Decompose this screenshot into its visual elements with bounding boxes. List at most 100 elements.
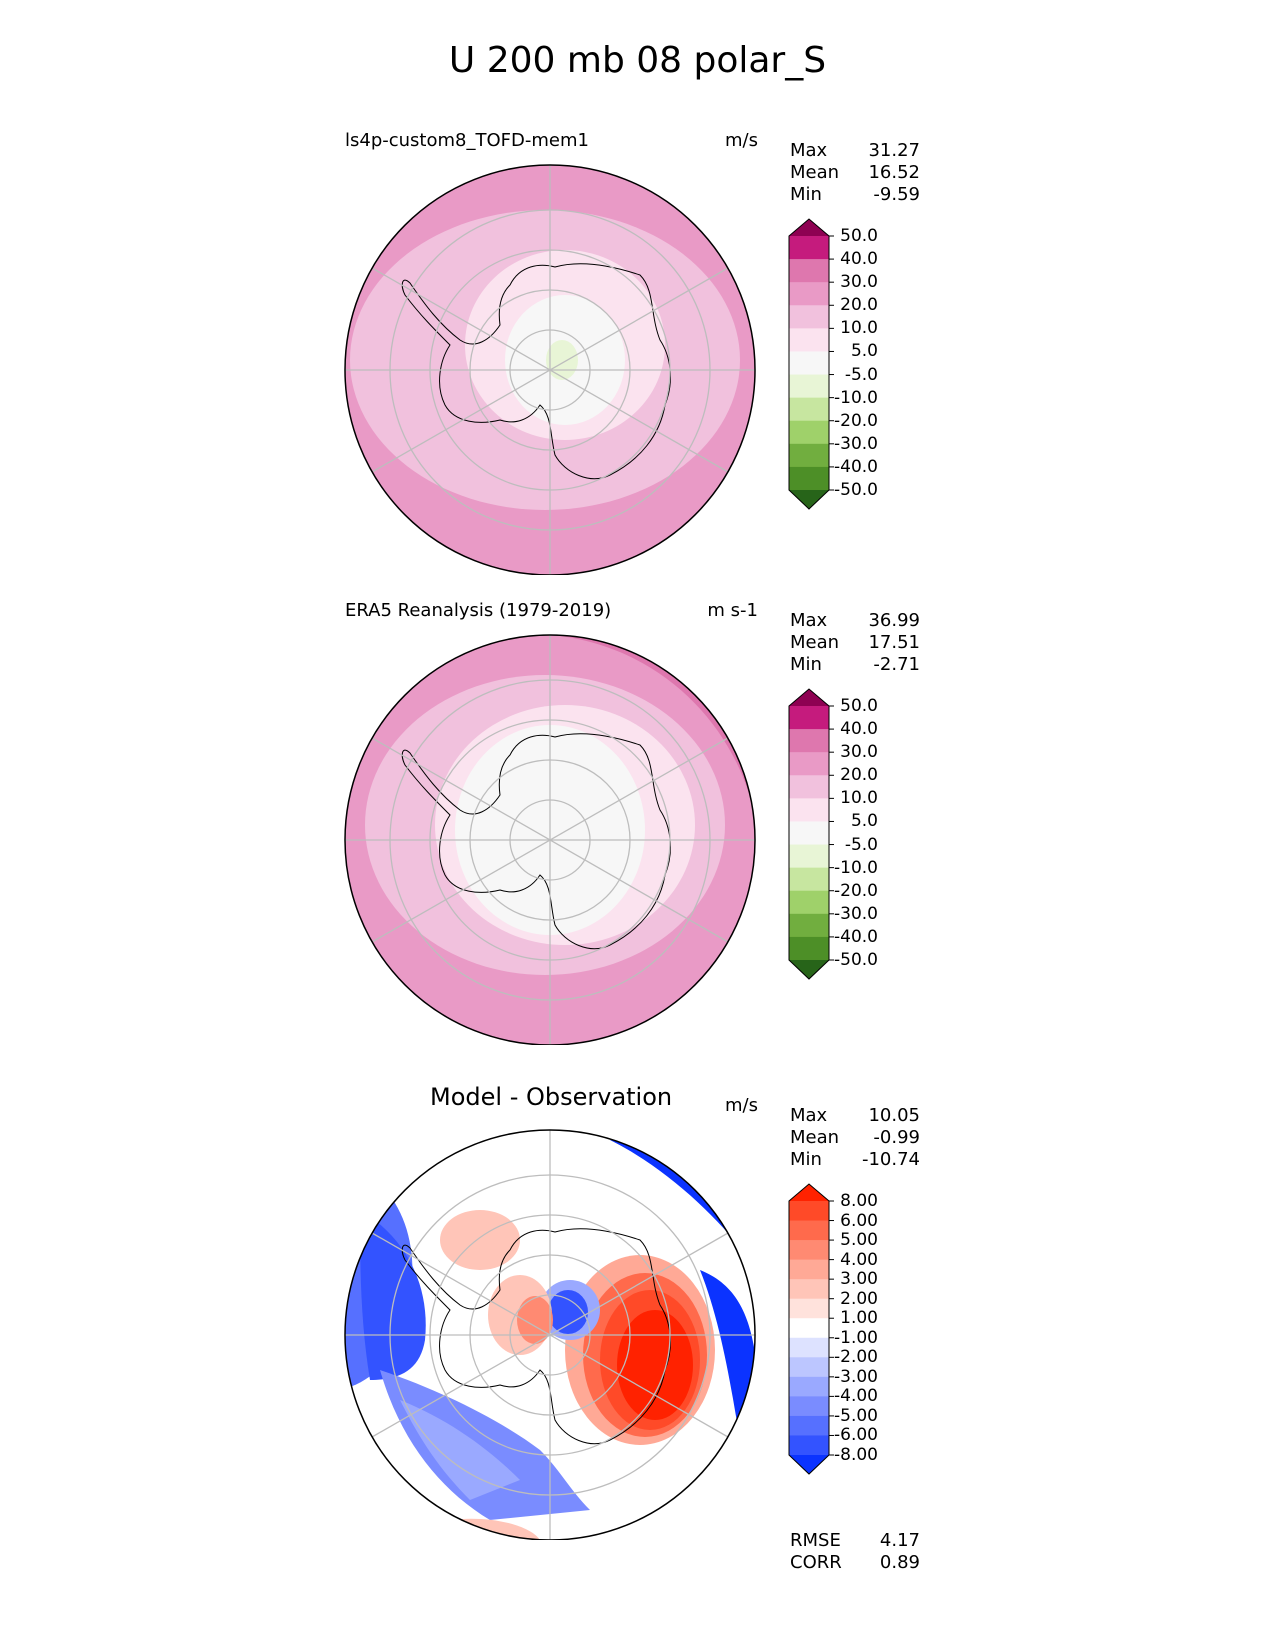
- colorbar-tick-label: -10.0: [834, 857, 878, 878]
- colorbar-tick-label: 20.0: [840, 765, 878, 786]
- colorbar-extend-bottom: [789, 1455, 829, 1474]
- panel-difference: Model - Observation m/s Max 10.05 Mean -0.…: [0, 1083, 1275, 1585]
- panel-observation: ERA5 Reanalysis (1979-2019) m s-1 Max 36.…: [0, 600, 1275, 1090]
- colorbar-segment: [789, 1259, 829, 1280]
- graticule: [345, 1130, 755, 1540]
- colorbar-tick-label: -5.0: [844, 364, 878, 385]
- colorbar-tick-label: -8.00: [834, 1445, 878, 1465]
- colorbar-segment: [789, 466, 829, 491]
- stat-label: CORR: [790, 1552, 842, 1573]
- panel-units: m/s: [725, 130, 758, 151]
- colorbar-segment: [789, 1415, 829, 1436]
- colorbar-tick-label: 5.00: [840, 1230, 878, 1251]
- colorbar: 50.0 40.0 30.0 20.0 10.0 5.0 -5.0 -10.0 -20.0 -30…: [788, 218, 888, 518]
- colorbar-segment: [789, 282, 829, 306]
- field-band-neg10-neg5: [546, 340, 578, 380]
- colorbar-tick-label: -40.0: [834, 926, 878, 947]
- colorbar-tick-label: 5.0: [850, 341, 878, 362]
- stats-box: Max 31.27 Mean 16.52 Min -9.59: [790, 140, 920, 206]
- panel-units: m/s: [725, 1095, 758, 1116]
- colorbar-segment: [789, 420, 829, 445]
- stat-value: 16.52: [868, 162, 920, 183]
- colorbar-segment: [789, 1357, 829, 1378]
- colorbar-tick-label: 20.0: [840, 295, 878, 316]
- map-boundary: [344, 634, 756, 1045]
- stat-label: Mean: [790, 162, 840, 183]
- field-neg-south: [380, 1370, 590, 1520]
- stats-box: Max 10.05 Mean -0.99 Min -10.74: [790, 1105, 920, 1171]
- colorbar-segment: [789, 936, 829, 961]
- stat-label: Min: [790, 184, 822, 205]
- colorbar-segment: [789, 374, 829, 399]
- colorbar-tick-label: 6.00: [840, 1210, 878, 1231]
- colorbar-tick-label: 50.0: [840, 696, 878, 716]
- colorbar-tick-label: 3.00: [840, 1269, 878, 1290]
- colorbar-segment: [789, 1318, 829, 1339]
- colorbar-tick-label: -6.00: [834, 1425, 878, 1446]
- colorbar-tick-label: 30.0: [840, 272, 878, 293]
- colorbar-tick-label: 8.00: [840, 1191, 878, 1211]
- stat-label: Max: [790, 1105, 828, 1126]
- colorbar-tick-label: 30.0: [840, 742, 878, 763]
- stat-value: 31.27: [868, 140, 920, 161]
- colorbar-tick-label: -20.0: [834, 410, 878, 431]
- stat-label: Max: [790, 610, 828, 631]
- colorbar-segment: [789, 397, 829, 422]
- colorbar-svg: [788, 688, 834, 980]
- colorbar-segment: [789, 236, 829, 260]
- antarctica-coastline: [401, 1228, 671, 1445]
- colorbar-tick-label: 4.00: [840, 1249, 878, 1270]
- colorbar: 50.0 40.0 30.0 20.0 10.0 5.0 -5.0 -10.0 -20.0 -30…: [788, 688, 888, 988]
- colorbar-tick-label: -40.0: [834, 456, 878, 477]
- colorbar-segment: [789, 1240, 829, 1261]
- polar-map: [344, 164, 756, 575]
- stat-value: -9.59: [873, 184, 920, 205]
- colorbar-tick-label: -5.0: [844, 834, 878, 855]
- colorbar-extend-top: [789, 219, 829, 236]
- colorbar-tick-label: -4.00: [834, 1386, 878, 1407]
- summary-stats: RMSE 4.17 CORR 0.89: [790, 1530, 920, 1574]
- colorbar-segment: [789, 1279, 829, 1300]
- colorbar-tick-label: -3.00: [834, 1366, 878, 1387]
- map-boundary: [344, 164, 756, 575]
- stat-value: 0.89: [879, 1552, 920, 1573]
- colorbar-tick-label: 40.0: [840, 719, 878, 740]
- stat-label: Min: [790, 1149, 822, 1170]
- colorbar-segment: [789, 775, 829, 799]
- colorbar-segment: [789, 259, 829, 283]
- antarctica-coastline: [401, 733, 671, 950]
- colorbar-segment: [789, 867, 829, 892]
- colorbar-segment: [789, 443, 829, 468]
- colorbar-segment: [789, 1220, 829, 1241]
- colorbar-tick-label: -30.0: [834, 433, 878, 454]
- colorbar-segment: [789, 351, 829, 376]
- colorbar-tick-label: -10.0: [834, 387, 878, 408]
- colorbar-tick-label: 5.0: [850, 811, 878, 832]
- colorbar-segment: [789, 305, 829, 329]
- colorbar-segment: [789, 729, 829, 753]
- stat-value: 17.51: [868, 632, 920, 653]
- colorbar-tick-label: -50.0: [834, 480, 878, 500]
- colorbar-extend-top: [789, 1184, 829, 1201]
- panel-units: m s-1: [707, 600, 758, 621]
- antarctica-coastline: [401, 263, 671, 480]
- colorbar-segment: [789, 706, 829, 730]
- stat-value: 4.17: [879, 1530, 920, 1551]
- colorbar-segment: [789, 1376, 829, 1397]
- map-boundary: [344, 1129, 756, 1540]
- colorbar-tick-label: -20.0: [834, 880, 878, 901]
- colorbar-svg: [788, 218, 834, 510]
- panel-model: ls4p-custom8_TOFD-mem1 m/s Max 31.27 Mean…: [0, 130, 1275, 620]
- colorbar-segment: [789, 913, 829, 938]
- colorbar-segment: [789, 328, 829, 352]
- panel-title: Model - Observation: [430, 1083, 673, 1111]
- colorbar-segment: [789, 752, 829, 776]
- colorbar-segment: [789, 1396, 829, 1417]
- colorbar-tick-label: 2.00: [840, 1288, 878, 1309]
- colorbar-tick-label: -50.0: [834, 950, 878, 970]
- colorbar-segment: [789, 890, 829, 915]
- colorbar: 8.00 6.00 5.00 4.00 3.00 2.00 1.00 -1.00 -2.00 -3…: [788, 1183, 888, 1483]
- figure-title: U 200 mb 08 polar_S: [448, 40, 827, 81]
- graticule: [345, 165, 755, 575]
- colorbar-tick-label: -30.0: [834, 903, 878, 924]
